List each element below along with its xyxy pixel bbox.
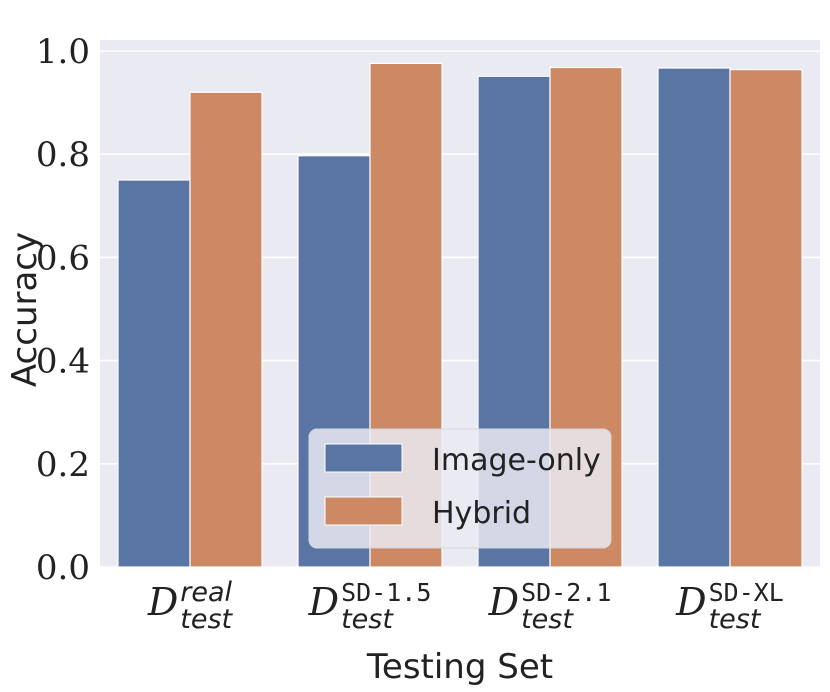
bar-hybrid [729,68,803,568]
x-axis-label: Testing Set [366,647,553,687]
legend-label: Image-only [432,443,601,478]
x-tick-label-superscript: SD-1.5 [341,578,431,607]
y-tick-label: 0.0 [36,548,90,588]
bar-image-only [117,179,191,568]
y-axis-label: Accuracy [5,232,45,387]
y-tick-label: 1.0 [36,32,90,72]
bar-image-only [657,67,731,568]
legend: Image-only Hybrid [308,428,612,549]
x-tick-label-superscript: real [180,577,232,608]
x-tick-label-subscript: test [341,604,394,635]
legend-swatch [324,443,403,473]
x-tick-label-subscript: test [709,604,762,635]
x-tick-label-subscript: test [180,604,233,635]
x-tick-label-subscript: test [521,604,574,635]
x-tick-label-superscript: SD-2.1 [521,578,611,607]
x-tick-label-superscript: SD-XL [709,578,784,607]
y-tick-label: 0.2 [36,445,90,485]
bar-hybrid [189,91,263,568]
x-tick-label-main: D [488,580,519,624]
legend-label: Hybrid [432,496,531,531]
legend-swatch [324,496,403,526]
y-tick-label: 0.8 [36,135,90,175]
y-tick-label: 0.4 [36,342,90,382]
x-tick-label-main: D [147,580,178,624]
y-tick-labels: 0.0 0.2 0.4 0.6 0.8 1.0 [36,32,90,588]
x-tick-label-main: D [675,580,706,624]
x-tick-label-main: D [308,580,339,624]
y-tick-label: 0.6 [36,238,90,278]
